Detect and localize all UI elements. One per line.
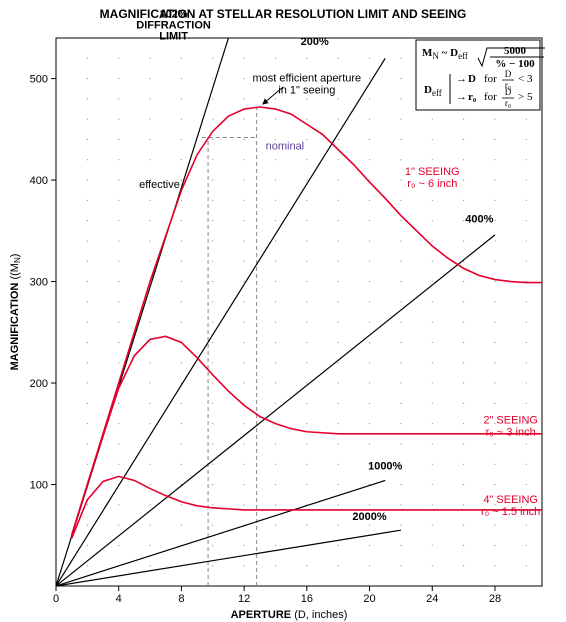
- svg-text:< 3: < 3: [518, 73, 533, 85]
- svg-text:4: 4: [116, 593, 122, 605]
- svg-text:8: 8: [178, 593, 184, 605]
- svg-text:for: for: [484, 73, 497, 85]
- svg-text:for: for: [484, 91, 497, 103]
- svg-text:> 5: > 5: [518, 91, 533, 103]
- y-axis-label: MAGNIFICATION ((MN): [9, 254, 22, 371]
- label-200pct: 200%: [301, 36, 329, 48]
- svg-text:100: 100: [30, 480, 48, 492]
- line-400pct: [56, 235, 495, 586]
- label-1as: 1" SEEING: [405, 166, 460, 178]
- svg-text:→: →: [456, 73, 467, 85]
- ann-most_eff: most efficient aperture: [253, 73, 362, 85]
- svg-text:0: 0: [53, 593, 59, 605]
- line-1000pct: [56, 480, 385, 586]
- label-diff_limit: LIMIT: [159, 31, 188, 43]
- svg-text:200: 200: [30, 378, 48, 390]
- svg-text:D: D: [468, 73, 476, 85]
- curve-4as: [72, 476, 542, 538]
- svg-text:r₀: r₀: [505, 98, 511, 108]
- label-2000pct: 2000%: [352, 511, 386, 523]
- svg-text:→: →: [456, 91, 467, 103]
- label-400pct: 400%: [465, 214, 493, 226]
- svg-text:500: 500: [30, 74, 48, 86]
- plot-area: [56, 38, 542, 586]
- svg-text:12: 12: [238, 593, 250, 605]
- ann-effective: effective: [139, 179, 180, 191]
- svg-text:r₀ ~ 1.5 inch: r₀ ~ 1.5 inch: [481, 506, 540, 518]
- line-2000pct: [56, 530, 401, 586]
- svg-text:24: 24: [426, 593, 438, 605]
- x-axis-label: APERTURE (D, inches): [231, 609, 348, 621]
- ann-nominal: nominal: [266, 141, 305, 153]
- svg-text:28: 28: [489, 593, 501, 605]
- label-1000pct: 1000%: [368, 460, 402, 472]
- svg-text:5000: 5000: [504, 45, 527, 57]
- ann-most_eff: in 1" seeing: [278, 85, 335, 97]
- line-200pct: [56, 58, 385, 586]
- svg-text:16: 16: [301, 593, 313, 605]
- curve-1as: [72, 107, 542, 535]
- svg-text:r₀ ~ 6 inch: r₀ ~ 6 inch: [407, 178, 457, 190]
- svg-text:20: 20: [363, 593, 375, 605]
- svg-text:% − 100: % − 100: [495, 58, 535, 70]
- svg-text:D: D: [505, 69, 512, 79]
- svg-text:400: 400: [30, 175, 48, 187]
- label-2as: 2" SEEING: [483, 415, 538, 427]
- svg-text:D: D: [505, 87, 512, 97]
- svg-text:300: 300: [30, 277, 48, 289]
- svg-text:r₀: r₀: [468, 91, 477, 103]
- label-4as: 4" SEEING: [483, 494, 538, 506]
- svg-text:r₀ ~ 3 inch: r₀ ~ 3 inch: [486, 427, 536, 439]
